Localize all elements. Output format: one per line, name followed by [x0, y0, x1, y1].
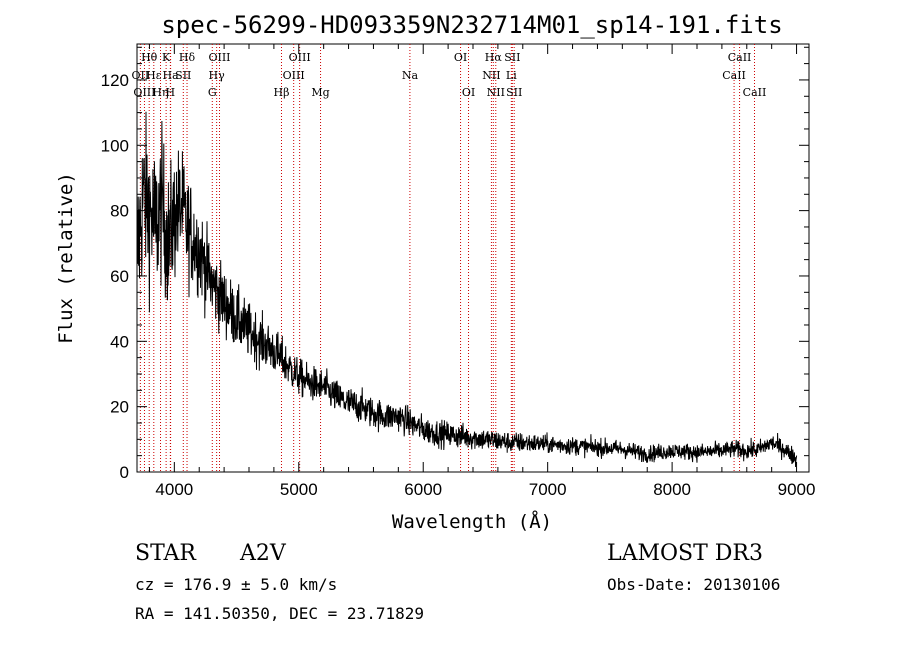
y-axis-ticks: 0 20 40 60 80 100 120	[101, 46, 809, 482]
line-marker-label: Li	[506, 69, 517, 82]
x-tick-label: 8000	[653, 480, 691, 499]
y-tick-label: 40	[110, 332, 129, 351]
line-marker-label: NII	[487, 86, 505, 99]
x-tick-label: 9000	[778, 480, 816, 499]
emission-line-labels: Hθ OII OIII Hε Hη K Ha H SII Hδ OIII Hγ G Hβ OIII OIII M…	[132, 51, 767, 99]
line-marker-label: Hγ	[209, 69, 226, 82]
y-tick-label: 0	[120, 463, 129, 482]
x-axis-label: Wavelength (Å)	[392, 510, 552, 533]
line-marker-label: Hβ	[274, 86, 290, 99]
line-marker-label: Na	[402, 69, 419, 82]
line-marker-label: OII	[132, 69, 150, 82]
spectral-subclass: A2V	[239, 541, 287, 566]
line-marker-label: OIII	[289, 51, 311, 64]
line-marker-label: SII	[175, 69, 191, 82]
line-marker-label: Hα	[485, 51, 503, 64]
line-marker-label: K	[162, 51, 171, 64]
line-marker-label: OI	[462, 86, 475, 99]
line-marker-label: OIII	[283, 69, 305, 82]
line-marker-label: Hδ	[179, 51, 196, 64]
line-marker-label: Hθ	[141, 51, 158, 64]
line-marker-label: CaII	[743, 86, 767, 99]
chart-title: spec-56299-HD093359N232714M01_sp14-191.f…	[161, 11, 782, 39]
line-marker-label: SII	[506, 86, 522, 99]
y-axis-label: Flux (relative)	[55, 172, 77, 344]
line-marker-label: NII	[482, 69, 500, 82]
y-tick-label: 80	[110, 202, 129, 221]
emission-line-markers	[139, 44, 755, 472]
survey-name: LAMOST DR3	[607, 541, 763, 566]
y-tick-label: 60	[110, 267, 129, 286]
line-marker-label: Mg	[311, 86, 329, 99]
line-marker-label: Ha	[163, 69, 180, 82]
line-marker-label: H	[166, 86, 176, 99]
line-marker-label: SII	[504, 51, 520, 64]
plot-frame	[136, 43, 810, 473]
line-marker-label: CaII	[728, 51, 752, 64]
line-marker-label: Hη	[152, 86, 168, 99]
x-tick-label: 4000	[155, 480, 193, 499]
line-marker-label: OIII	[208, 51, 230, 64]
x-tick-label: 5000	[280, 480, 318, 499]
line-marker-label: CaII	[722, 69, 746, 82]
x-tick-label: 7000	[529, 480, 567, 499]
line-marker-label: OIII	[133, 86, 155, 99]
line-marker-label: Hε	[146, 69, 162, 82]
y-tick-label: 20	[110, 398, 129, 417]
y-tick-label: 120	[101, 71, 129, 90]
spectrum-line	[136, 111, 798, 468]
x-tick-label: 6000	[404, 480, 442, 499]
line-marker-label: OI	[454, 51, 467, 64]
ra-dec-coordinates: RA = 141.50350, DEC = 23.71829	[135, 604, 424, 623]
observation-date: Obs-Date: 20130106	[607, 575, 780, 594]
line-marker-label: G	[208, 86, 217, 99]
x-axis-ticks: 4000 5000 6000 7000 8000 9000	[148, 44, 816, 499]
redshift-cz: cz = 176.9 ± 5.0 km/s	[135, 575, 337, 594]
y-tick-label: 100	[101, 136, 129, 155]
object-class: STAR	[135, 541, 197, 566]
